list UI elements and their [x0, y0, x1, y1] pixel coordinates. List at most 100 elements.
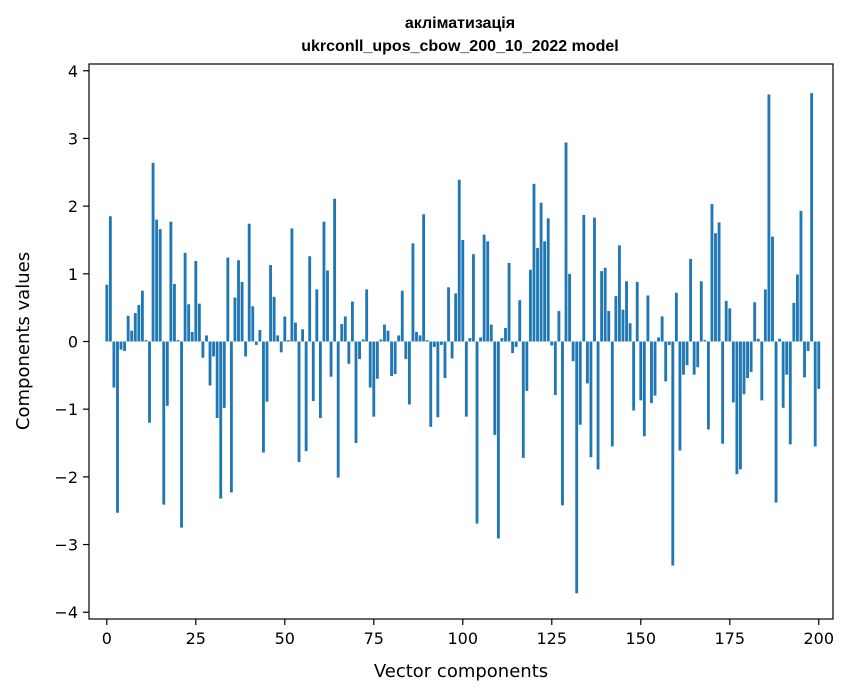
- bar: [411, 243, 415, 342]
- y-tick-label: 3: [68, 129, 78, 148]
- bar: [393, 341, 397, 374]
- bar: [322, 221, 326, 342]
- bar: [685, 341, 689, 366]
- bar: [226, 257, 230, 342]
- bar: [212, 341, 216, 357]
- bar: [240, 281, 244, 342]
- chart-subtitle: ukrconll_upos_cbow_200_10_2022 model: [301, 38, 618, 55]
- bar: [279, 341, 283, 353]
- bar: [653, 341, 657, 396]
- bar: [365, 289, 369, 342]
- bar: [461, 239, 465, 342]
- bar: [190, 332, 194, 342]
- bar: [329, 341, 333, 377]
- x-tick-label: 0: [102, 629, 112, 648]
- bar: [386, 330, 390, 342]
- bar: [173, 283, 176, 342]
- bar: [151, 162, 155, 342]
- bar: [457, 179, 461, 342]
- bar: [596, 341, 600, 470]
- bar: [504, 327, 507, 342]
- bar: [781, 341, 785, 408]
- bar: [254, 341, 258, 345]
- x-tick-label: 50: [275, 629, 295, 648]
- bar: [251, 306, 255, 342]
- bar: [475, 341, 479, 524]
- bar: [336, 341, 340, 478]
- bar: [550, 341, 554, 346]
- bar: [137, 304, 141, 342]
- bar: [447, 287, 450, 342]
- y-tick-label: 4: [68, 62, 78, 81]
- bar: [304, 341, 308, 452]
- x-tick-label: 200: [803, 629, 834, 648]
- bar: [735, 341, 739, 475]
- bar: [233, 297, 237, 342]
- bar: [628, 323, 632, 342]
- bar: [650, 341, 653, 404]
- bar: [262, 341, 265, 453]
- bar: [180, 341, 183, 528]
- bar: [219, 341, 223, 499]
- x-tick-label: 150: [625, 629, 656, 648]
- bars-group: [105, 93, 821, 594]
- bar: [372, 341, 376, 417]
- bar: [116, 341, 119, 513]
- y-tick-label: −1: [54, 400, 78, 419]
- bar: [621, 309, 625, 342]
- bar: [582, 214, 586, 342]
- bar: [561, 341, 564, 506]
- bar: [767, 94, 771, 342]
- bar: [771, 236, 774, 342]
- bar: [674, 292, 678, 342]
- bar: [546, 218, 550, 342]
- bar: [158, 229, 162, 342]
- bar: [436, 341, 440, 418]
- bar: [610, 341, 614, 447]
- bar: [671, 341, 675, 566]
- bar: [625, 281, 628, 342]
- bar: [657, 337, 660, 342]
- bar: [187, 304, 191, 342]
- bar: [407, 341, 411, 405]
- bar: [119, 341, 123, 350]
- bar: [112, 341, 116, 388]
- bar: [361, 339, 365, 342]
- bar: [379, 339, 383, 342]
- bar: [340, 323, 344, 342]
- bar: [290, 228, 294, 342]
- bar: [464, 341, 468, 417]
- bar: [269, 265, 272, 342]
- bar: [600, 271, 604, 342]
- bar: [792, 302, 796, 342]
- bar: [521, 341, 525, 458]
- bar: [525, 341, 529, 391]
- bar: [689, 258, 693, 342]
- bar: [635, 281, 639, 342]
- bar: [603, 267, 607, 342]
- bar: [418, 335, 422, 342]
- bar: [642, 341, 646, 437]
- bar: [358, 341, 361, 360]
- bar: [778, 338, 782, 342]
- bar: [528, 269, 532, 342]
- bar: [536, 248, 539, 342]
- bar: [496, 341, 500, 539]
- bar: [315, 289, 319, 342]
- bar: [617, 245, 621, 342]
- bar: [165, 341, 169, 406]
- bar: [714, 233, 717, 342]
- bar: [479, 337, 483, 342]
- bar: [678, 341, 682, 451]
- bar: [301, 329, 305, 342]
- bar: [664, 341, 668, 382]
- bar: [500, 338, 504, 342]
- bar: [472, 254, 475, 342]
- bar: [397, 335, 401, 342]
- bar: [482, 234, 486, 342]
- bar: [660, 316, 664, 342]
- bar: [667, 341, 671, 345]
- bar: [425, 340, 429, 342]
- bar: [553, 341, 557, 395]
